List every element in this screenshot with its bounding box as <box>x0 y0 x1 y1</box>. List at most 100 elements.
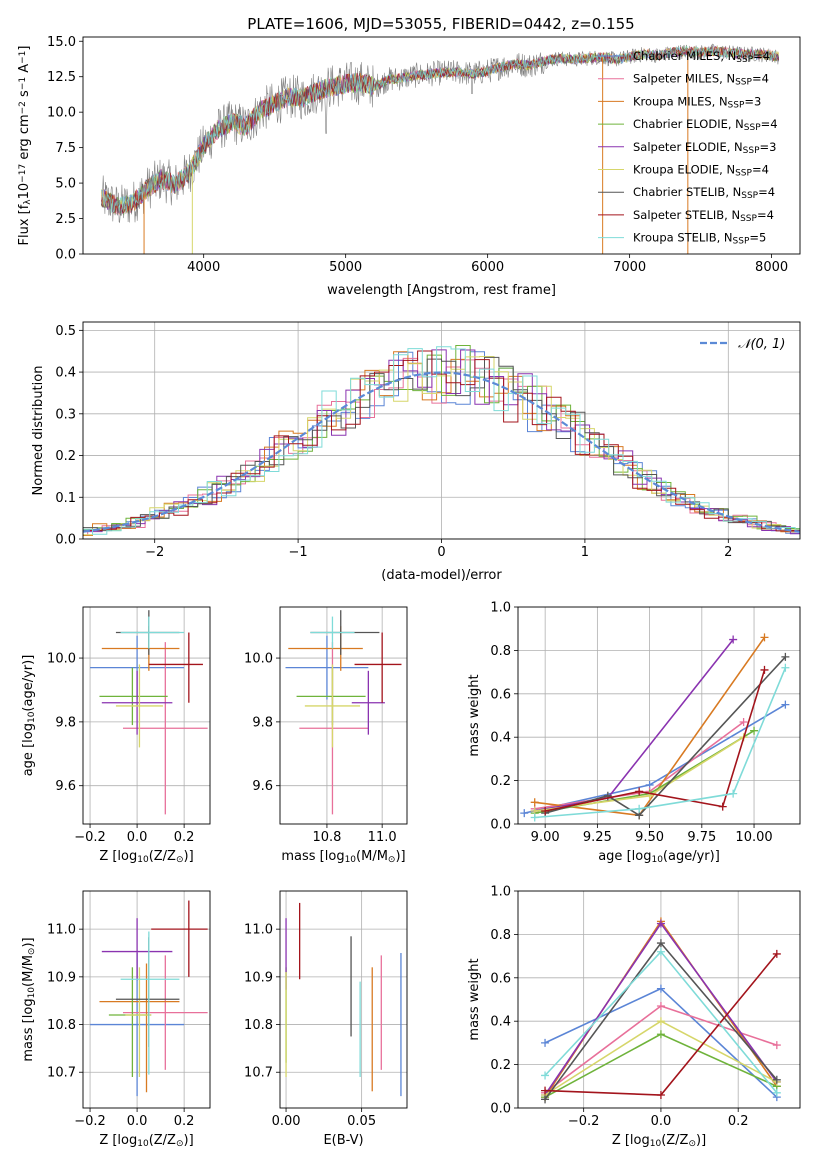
label-part: 10 <box>137 855 149 865</box>
x-tick-label: −1 <box>289 545 308 560</box>
label-part: SSP <box>743 146 760 156</box>
label-part: (Z/Z <box>149 1133 176 1148</box>
axes-frame <box>82 36 801 255</box>
label-part: Z [log <box>99 849 137 864</box>
y-tick-label: 10.0 <box>47 652 76 667</box>
label-part: (Z/Z <box>149 849 176 864</box>
label-part: Flux [f <box>17 204 32 245</box>
weight-line <box>534 667 787 819</box>
plot-area <box>518 607 800 824</box>
weight-marker <box>635 787 644 796</box>
label-part: 10 <box>137 1139 149 1149</box>
x-tick-label: 9.25 <box>583 830 612 845</box>
label-part: (Z/Z <box>661 1133 688 1148</box>
x-tick-label: 0.2 <box>174 1114 195 1129</box>
legend-entry: Chabrier MILES, NSSP=4 <box>633 49 770 65</box>
x-tick-label: −2 <box>145 545 164 560</box>
y-tick-label: 0.1 <box>55 491 76 506</box>
label-part: s <box>17 90 32 101</box>
weight-marker <box>656 947 665 956</box>
y-tick-label: 0.8 <box>490 928 511 943</box>
legend-entry: Kroupa STELIB, NSSP=5 <box>633 231 766 247</box>
x-axis-label: Z [log10(Z/Z⊙)] <box>99 1133 193 1149</box>
label-part: )] <box>184 1133 194 1148</box>
label-part: =3 <box>744 94 761 108</box>
x-axis-label: (data-model)/error <box>381 568 502 583</box>
label-part: Chabrier ELODIE, N <box>633 117 744 131</box>
label-part: ⊙ <box>27 948 37 956</box>
y-tick-label: 11.0 <box>47 923 76 938</box>
y-tick-label: 2.5 <box>55 212 76 227</box>
weight-marker <box>781 663 790 672</box>
label-part: Salpeter MILES, N <box>633 72 735 86</box>
weight-marker <box>656 1017 665 1026</box>
plot-area <box>83 891 210 1108</box>
weight-marker <box>656 984 665 993</box>
x-axis-label: age [log10(age/yr)] <box>598 849 720 865</box>
label-part: 10 <box>27 987 37 999</box>
x-axis-label: E(B-V) <box>323 1133 363 1148</box>
axes-frame <box>82 321 801 540</box>
y-tick-label: 0.4 <box>55 366 76 381</box>
weight-marker <box>781 700 790 709</box>
y-tick-label: 10.7 <box>244 1066 273 1081</box>
legend-entry: Kroupa ELODIE, NSSP=4 <box>633 163 769 179</box>
y-tick-label: 15.0 <box>47 35 76 50</box>
y-tick-label: 0.2 <box>55 449 76 464</box>
weight-marker <box>729 635 738 644</box>
y-tick-label: 9.8 <box>252 715 273 730</box>
y-axis-label: Flux [fλ10−17 erg cm−2 s−1 A−1] <box>17 46 33 246</box>
label-part: =5 <box>749 231 766 245</box>
y-tick-label: 10.0 <box>244 652 273 667</box>
label-part: −1 <box>18 51 28 64</box>
panel-spectrum: 4000 5000 6000 7000 8000 0.0 2.5 5.0 7.5 10.0 12.5… <box>17 35 801 298</box>
legend-entry: Salpeter STELIB, NSSP=4 <box>633 208 774 224</box>
plot-area <box>280 891 407 1108</box>
weight-marker <box>718 802 727 811</box>
weight-marker <box>520 809 529 818</box>
axes-frame <box>279 890 408 1109</box>
legend-entry: Kroupa MILES, NSSP=3 <box>633 94 761 110</box>
y-tick-label: 12.5 <box>47 70 76 85</box>
y-tick-label: 9.8 <box>55 715 76 730</box>
x-tick-label: 10.00 <box>735 830 772 845</box>
y-tick-label: 10.9 <box>244 970 273 985</box>
label-part: Chabrier MILES, N <box>633 49 736 63</box>
y-tick-label: 0.4 <box>490 1015 511 1030</box>
label-part: =4 <box>752 163 769 177</box>
label-part: Kroupa MILES, N <box>633 94 728 108</box>
label-part: )] <box>184 849 194 864</box>
legend-entry: 𝒩(0, 1) <box>738 337 785 352</box>
label-part: (M/M <box>356 849 388 864</box>
y-tick-label: 1.0 <box>490 885 511 900</box>
label-part: ⊙ <box>176 855 184 865</box>
x-tick-label: 1 <box>581 545 589 560</box>
x-tick-label: −0.2 <box>74 1114 106 1129</box>
y-tick-label: 0.3 <box>55 407 76 422</box>
label-part: SSP <box>741 191 758 201</box>
weight-marker <box>772 1041 781 1050</box>
label-part: −1 <box>18 77 28 90</box>
panel-weight_vs_age: 9.00 9.25 9.50 9.75 10.00 0.0 0.2 0.4 0.6 0.8 1.0 a… <box>467 601 801 865</box>
y-tick-label: 0.2 <box>490 774 511 789</box>
x-tick-label: 5000 <box>329 260 362 275</box>
axes-frame <box>279 606 408 825</box>
label-part: Kroupa ELODIE, N <box>633 163 735 177</box>
y-tick-label: 10.7 <box>47 1066 76 1081</box>
y-tick-label: 0.6 <box>490 687 511 702</box>
x-tick-label: 0 <box>437 545 445 560</box>
weight-marker <box>541 1038 550 1047</box>
x-tick-label: 7000 <box>613 260 646 275</box>
histogram-step <box>83 346 800 535</box>
weight-marker <box>530 813 539 822</box>
label-part: ⊙ <box>388 855 396 865</box>
x-axis-label: wavelength [Angstrom, rest frame] <box>327 283 556 298</box>
y-tick-label: 10.9 <box>47 970 76 985</box>
y-tick-label: 0.6 <box>490 971 511 986</box>
x-tick-label: −0.2 <box>568 1114 600 1129</box>
x-tick-label: 4000 <box>187 260 220 275</box>
weight-marker <box>656 939 665 948</box>
legend-entry: Salpeter ELODIE, NSSP=3 <box>633 140 776 156</box>
label-part: SSP <box>728 101 745 111</box>
x-tick-label: 0.2 <box>728 1114 749 1129</box>
